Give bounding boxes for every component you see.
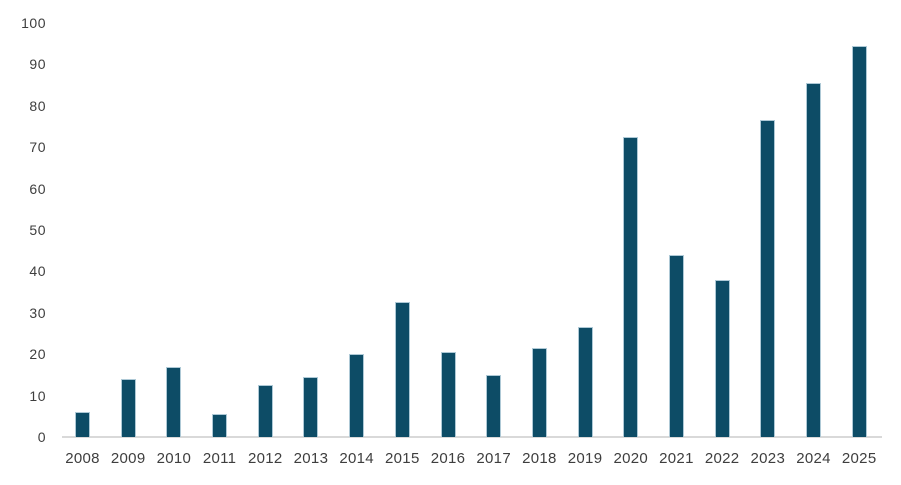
x-axis-tick-label: 2019	[567, 450, 603, 467]
x-axis-tick-label: 2008	[65, 450, 100, 467]
bar	[486, 374, 502, 437]
y-axis-tick-label: 70	[29, 139, 46, 156]
bar	[303, 376, 319, 437]
bar	[394, 302, 410, 437]
bar	[623, 136, 639, 437]
y-axis-tick-label: 20	[29, 346, 46, 363]
x-axis-tick-label: 2018	[522, 450, 557, 467]
y-axis-tick-label: 80	[29, 97, 46, 114]
bar	[806, 83, 821, 437]
bar	[760, 120, 776, 437]
x-axis-tick-label: 2020	[613, 450, 649, 467]
bar	[440, 352, 456, 437]
bar	[166, 366, 182, 437]
x-axis-tick-label: 2023	[750, 450, 786, 467]
x-axis-line	[62, 436, 882, 438]
x-axis-tick-label: 2010	[156, 450, 192, 467]
x-axis-tick-label: 2025	[841, 450, 877, 467]
bar	[714, 279, 730, 437]
x-axis-tick-label: 2024	[796, 450, 831, 467]
x-axis-tick-label: 2016	[430, 450, 466, 467]
y-axis-tick-label: 50	[29, 222, 46, 238]
x-axis-tick-label: 2009	[110, 450, 146, 467]
bar	[120, 379, 136, 437]
y-axis-tick-label: 60	[29, 180, 46, 197]
y-axis-tick-label: 0	[37, 429, 46, 445]
bar	[577, 327, 593, 437]
x-axis-tick-label: 2022	[704, 450, 740, 467]
bar	[851, 45, 867, 437]
bar	[212, 414, 228, 437]
x-axis-tick-label: 2013	[293, 450, 329, 467]
y-axis-tick-label: 30	[29, 304, 46, 321]
x-axis-tick-label: 2012	[247, 450, 283, 467]
y-axis-tick-label: 90	[29, 56, 46, 73]
bar	[668, 254, 684, 437]
bar	[531, 347, 547, 437]
x-axis-tick-label: 2011	[202, 450, 237, 467]
bar	[257, 385, 273, 437]
bar	[349, 354, 365, 437]
x-axis-tick-label: 2014	[339, 450, 374, 467]
y-axis-tick-label: 40	[29, 263, 46, 280]
x-axis-tick-label: 2017	[476, 450, 511, 467]
y-axis-tick-label: 10	[29, 387, 46, 404]
y-axis-tick-label: 100	[21, 15, 46, 31]
x-axis-tick-label: 2015	[385, 450, 420, 467]
x-axis-tick-label: 2021	[659, 450, 694, 467]
bar	[75, 412, 90, 437]
